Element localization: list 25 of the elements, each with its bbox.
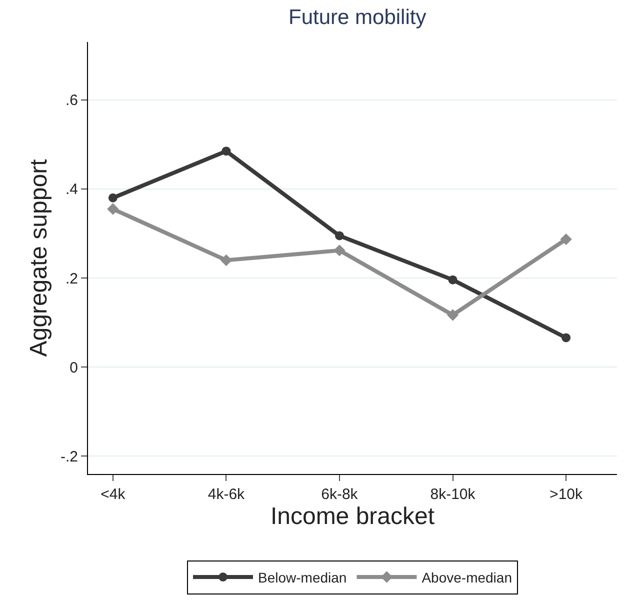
legend-label: Below-median <box>258 569 347 586</box>
x-tick-label: <4k <box>100 486 126 503</box>
point <box>107 203 119 215</box>
y-tick-label: -.2 <box>60 448 78 466</box>
point <box>562 333 571 342</box>
point <box>448 275 458 284</box>
point <box>334 244 346 256</box>
point <box>108 193 118 202</box>
y-tick-label: .4 <box>65 181 78 198</box>
x-tick-label: >10k <box>550 486 583 503</box>
x-axis-title: Income bracket <box>270 503 435 530</box>
point <box>560 233 572 246</box>
y-tick-label: 0 <box>70 359 78 376</box>
chart-title: Future mobility <box>288 6 427 29</box>
point <box>220 254 232 266</box>
x-tick-label: 8k-10k <box>430 486 476 503</box>
x-tick-label: 4k-6k <box>208 486 246 503</box>
point <box>334 231 344 240</box>
point <box>446 309 459 321</box>
y-tick-label: .6 <box>65 92 78 110</box>
x-tick-label: 6k-8k <box>321 486 358 503</box>
point <box>222 146 231 156</box>
y-axis-title: Aggregate support <box>26 158 53 357</box>
y-tick-label: .2 <box>65 270 78 288</box>
legend-label: Above-median <box>422 569 512 586</box>
